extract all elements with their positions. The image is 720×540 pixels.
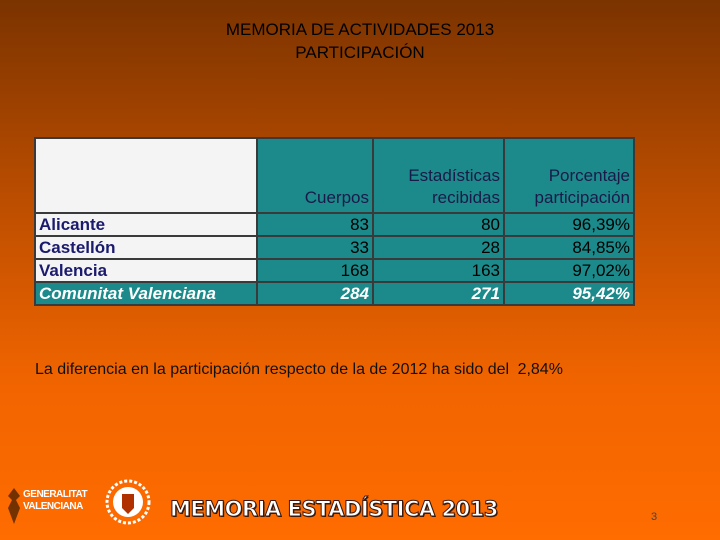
- header-cell: Porcentaje participación: [503, 137, 635, 214]
- cell: 284: [256, 281, 374, 306]
- cell: 271: [372, 281, 505, 306]
- emblem: [105, 479, 151, 525]
- logo-line: GENERALITAT: [23, 489, 88, 500]
- note-text: La diferencia en la participación respec…: [35, 361, 510, 378]
- note: La diferencia en la participación respec…: [35, 361, 563, 379]
- title-line: PARTICIPACIÓN: [295, 43, 425, 62]
- cell: 33: [256, 235, 374, 260]
- logo-icon: [8, 488, 20, 524]
- cell: 95,42%: [503, 281, 635, 306]
- row-label: Valencia: [34, 258, 258, 283]
- logo-line: VALENCIANA: [23, 501, 83, 512]
- table-row: Valencia 168 163 97,02%: [34, 258, 635, 283]
- table: Cuerpos Estadísticas recibidas Porcentaje …: [34, 137, 635, 306]
- header-cell: Estadísticas recibidas: [372, 137, 505, 214]
- table-row: Comunitat Valenciana 284 271 95,42%: [34, 281, 635, 306]
- note-value: 2,84%: [517, 361, 563, 378]
- row-label: Comunitat Valenciana: [34, 281, 258, 306]
- cell: 83: [256, 212, 374, 237]
- cell: 97,02%: [503, 258, 635, 283]
- header-cell: Cuerpos: [256, 137, 374, 214]
- row-label: Alicante: [34, 212, 258, 237]
- cell: 80: [372, 212, 505, 237]
- row-label: Castellón: [34, 235, 258, 260]
- header-cell: [34, 137, 258, 214]
- title-line: MEMORIA DE ACTIVIDADES 2013: [225, 20, 495, 39]
- banner: MEMORIA ESTADÍSTICA 2013: [170, 497, 499, 522]
- cell: 168: [256, 258, 374, 283]
- table-row: Alicante 83 80 96,39%: [34, 212, 635, 237]
- page-number: 3: [651, 511, 658, 523]
- cell: 96,39%: [503, 212, 635, 237]
- logo-text: GENERALITAT VALENCIANA: [23, 489, 88, 513]
- cell: 28: [372, 235, 505, 260]
- table-row: Castellón 33 28 84,85%: [34, 235, 635, 260]
- cell: 84,85%: [503, 235, 635, 260]
- cell: 163: [372, 258, 505, 283]
- header-row: Cuerpos Estadísticas recibidas Porcentaje …: [34, 137, 635, 214]
